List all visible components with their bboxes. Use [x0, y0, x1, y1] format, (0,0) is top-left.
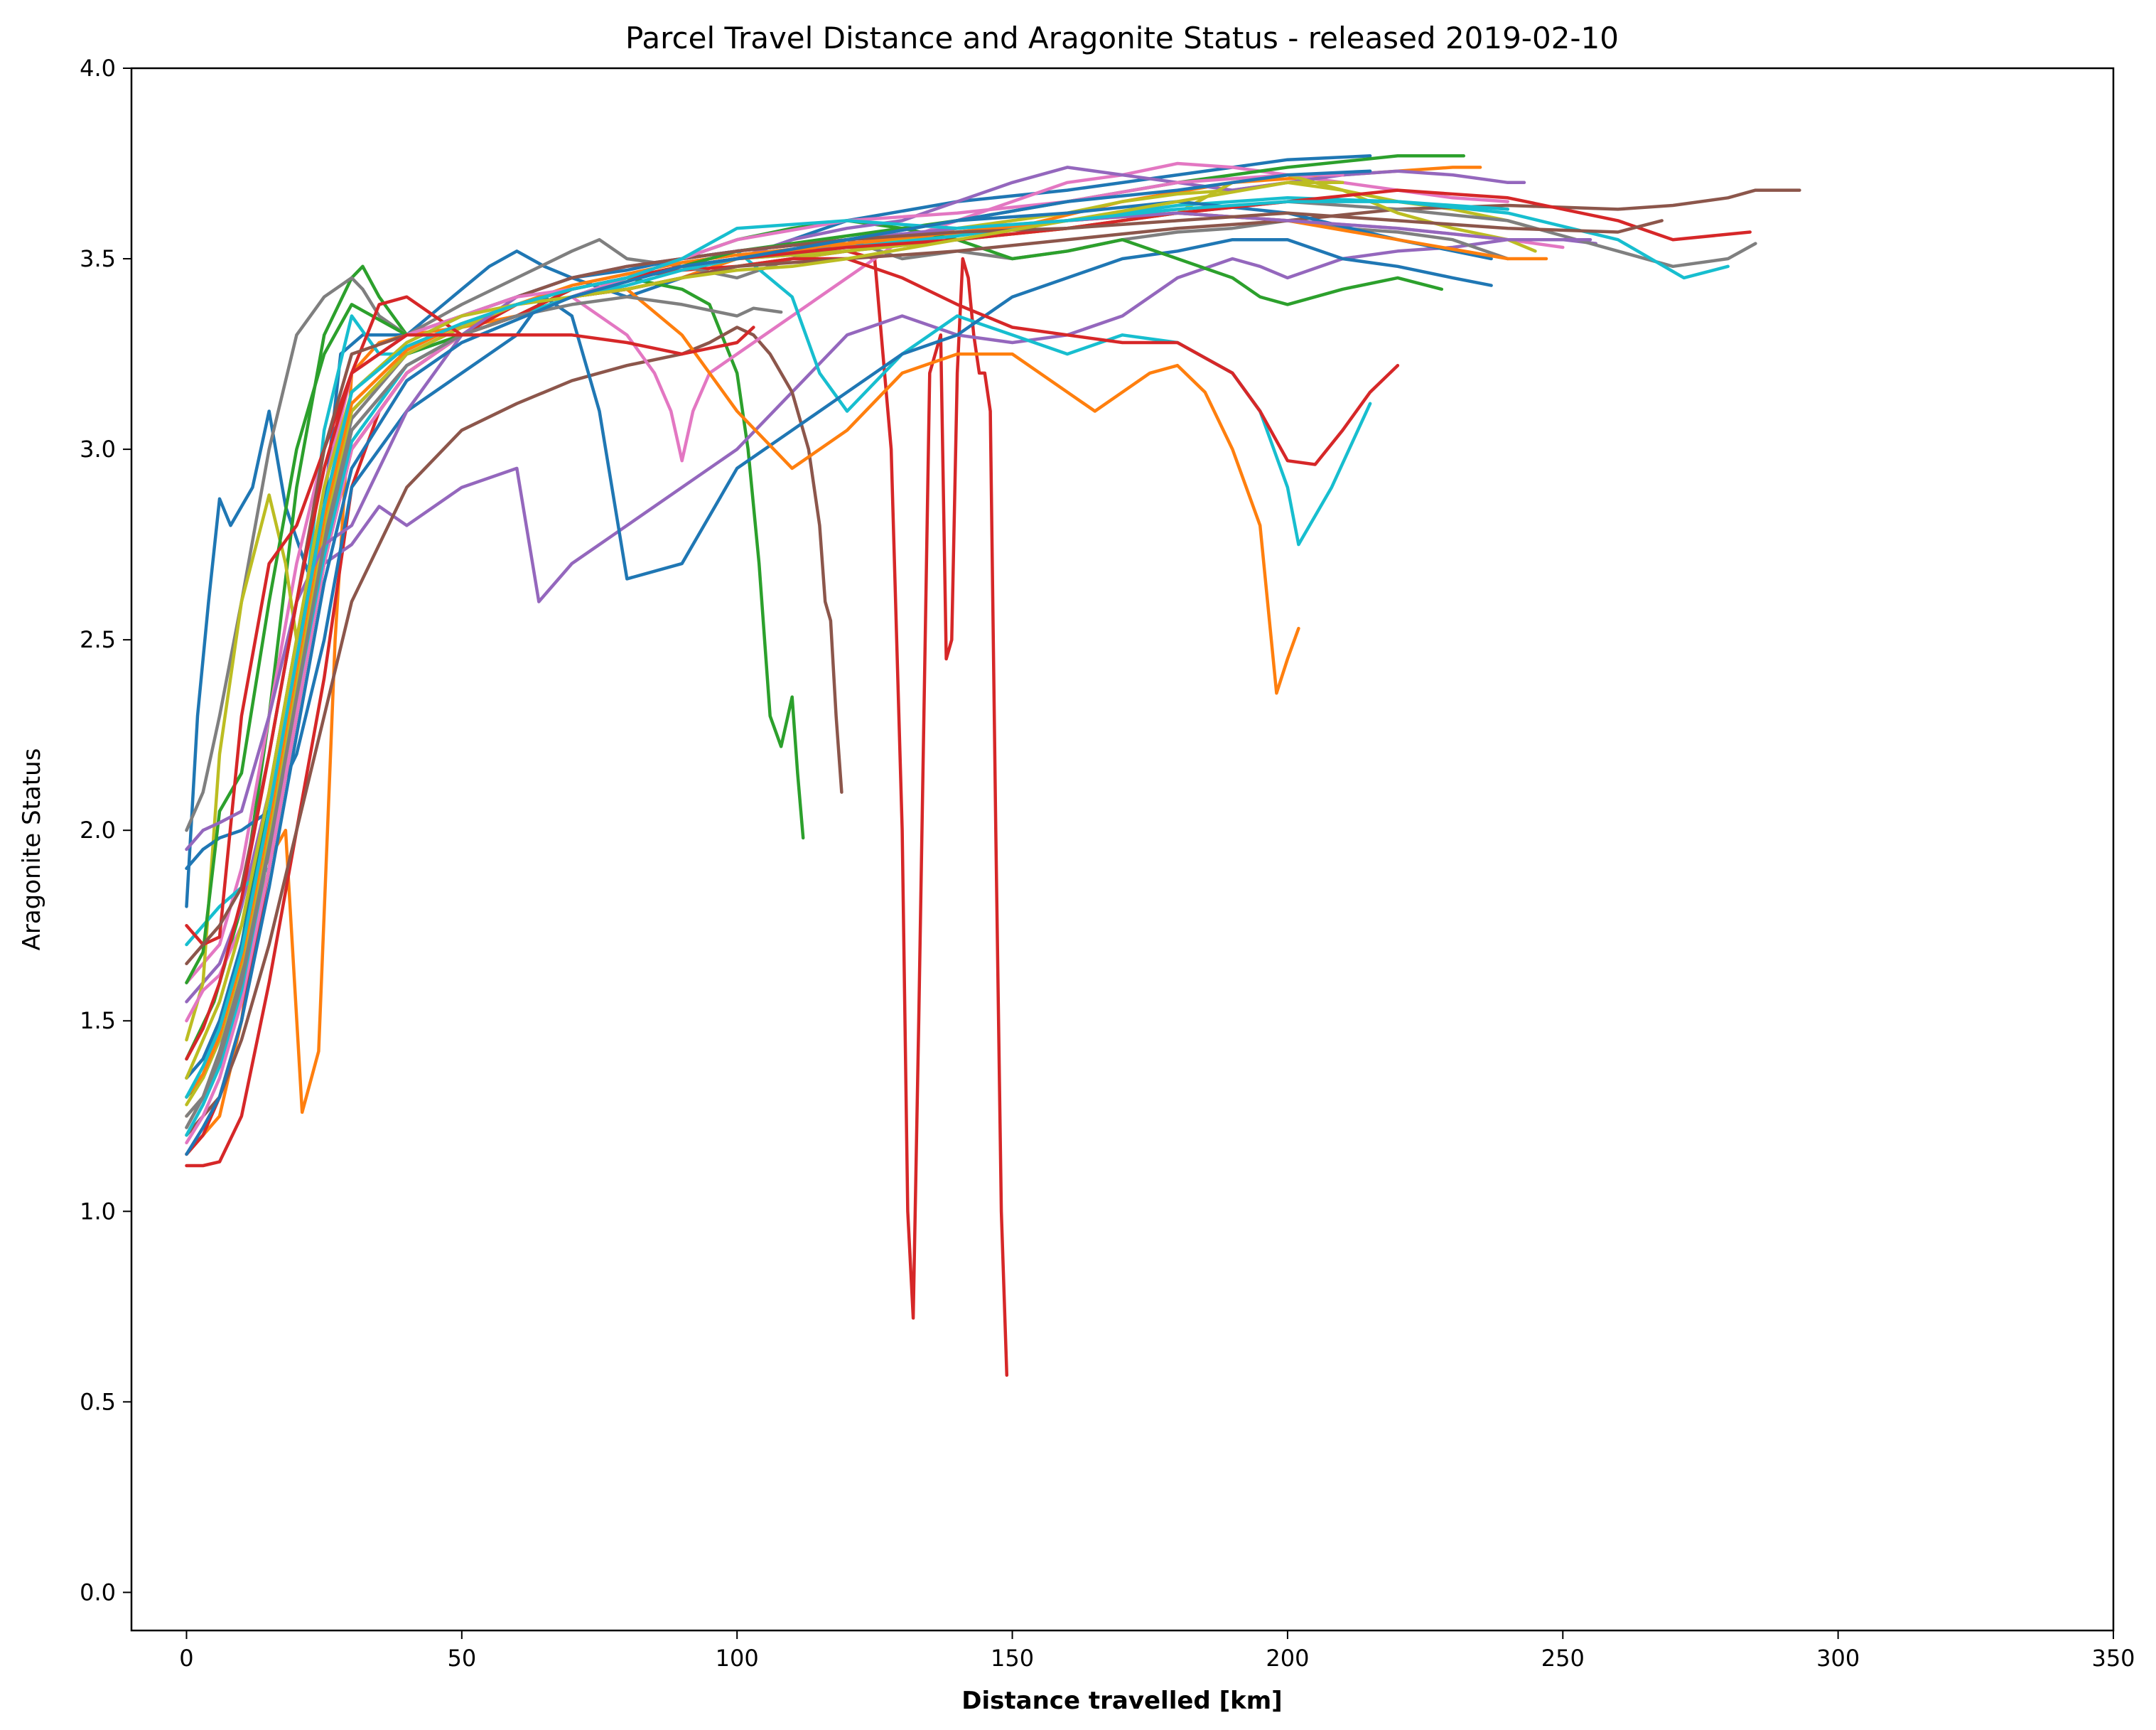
- y-axis-ticks: 0.0 0.5 1.0 1.5 2.0 2.5 3.0 3.5 4.0: [80, 55, 131, 1606]
- y-tick-label: 1.5: [80, 1007, 116, 1034]
- series-line-31: [185, 169, 1372, 1156]
- y-tick-label: 2.5: [80, 626, 116, 653]
- chart-title: Parcel Travel Distance and Aragonite Sta…: [625, 21, 1619, 55]
- series-layer: [185, 154, 1801, 1377]
- x-tick-label: 200: [1266, 1645, 1309, 1672]
- x-axis-label: Distance travelled [km]: [961, 1687, 1282, 1715]
- y-tick-label: 0.5: [80, 1388, 116, 1415]
- series-line-28: [185, 295, 783, 1129]
- x-tick-label: 50: [447, 1645, 476, 1672]
- y-tick-label: 2.0: [80, 817, 116, 844]
- series-line-11: [185, 237, 1493, 871]
- y-tick-label: 0.0: [80, 1579, 116, 1606]
- series-line-7: [185, 161, 1510, 984]
- y-tick-label: 1.0: [80, 1198, 116, 1225]
- series-line-6: [185, 326, 843, 1137]
- y-axis-label: Aragonite Status: [18, 748, 46, 951]
- y-tick-label: 3.0: [80, 436, 116, 463]
- y-tick-label: 3.5: [80, 245, 116, 272]
- x-tick-label: 300: [1816, 1645, 1860, 1672]
- plot-area-frame: [130, 67, 2115, 1632]
- y-tick-label: 4.0: [80, 55, 116, 82]
- x-tick-label: 150: [991, 1645, 1034, 1672]
- series-line-32: [185, 326, 755, 1061]
- x-tick-label: 0: [179, 1645, 193, 1672]
- x-tick-label: 100: [716, 1645, 759, 1672]
- x-tick-label: 350: [2091, 1645, 2135, 1672]
- series-line-30: [185, 200, 1510, 1099]
- x-axis-ticks: 0 50 100 150 200 250 300 350: [179, 1630, 2135, 1672]
- series-line-1: [185, 154, 1372, 908]
- series-line-29: [185, 181, 1344, 1080]
- x-tick-label: 250: [1541, 1645, 1585, 1672]
